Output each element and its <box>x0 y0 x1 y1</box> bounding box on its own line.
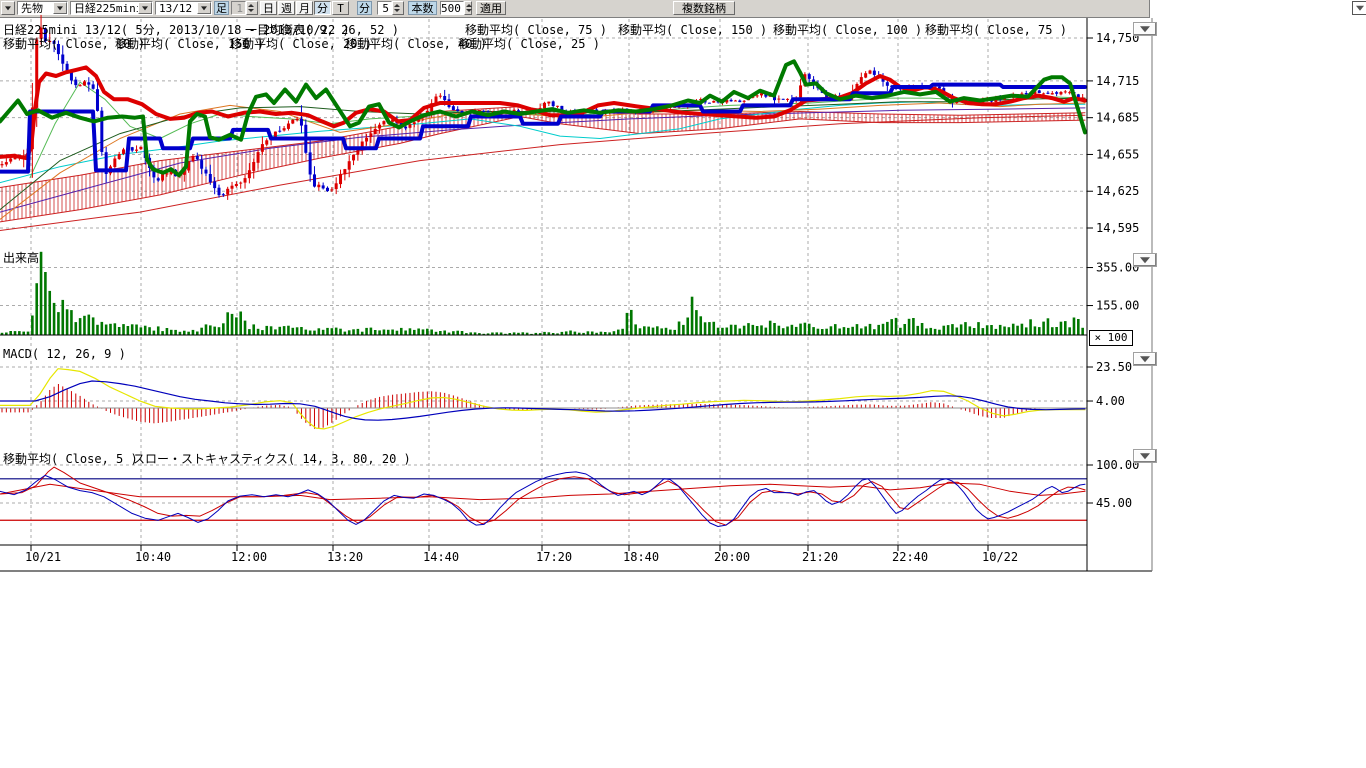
x-axis-label: 20:00 <box>714 550 750 564</box>
y-axis-label: 14,655 <box>1096 148 1139 162</box>
bar-count-spinner[interactable]: 500 <box>440 1 472 15</box>
minute-unit-label: 分 <box>357 1 372 15</box>
bar-interval-value: 1 <box>231 1 246 15</box>
y-axis-label: 355.00 <box>1096 261 1139 275</box>
chevron-down-icon[interactable] <box>138 2 152 14</box>
legend-item: 移動平均( Close, 25 ) <box>458 37 600 51</box>
contract-month-combo[interactable]: 13/12 <box>155 1 212 15</box>
legend-item: 移動平均( Close, 100 ) <box>773 23 923 37</box>
x-axis-label: 10:40 <box>135 550 171 564</box>
macd-histogram <box>1 384 1084 429</box>
chart-canvas[interactable]: 10/21 10:40 12:00 13:20 14:40 17:20 18:40 20:00… <box>0 0 1366 600</box>
x-axis-label: 18:40 <box>623 550 659 564</box>
period-minute-button[interactable]: 分 <box>314 1 331 15</box>
stoch-panel-menu-button[interactable] <box>1133 449 1157 463</box>
minute-value-spinner[interactable]: 5 <box>377 1 404 15</box>
y-axis-label: 45.00 <box>1096 496 1132 510</box>
period-tick-button[interactable]: T <box>332 1 349 15</box>
x-axis-label: 22:40 <box>892 550 928 564</box>
stoch-ma-title: 移動平均( Close, 5 ) <box>3 452 138 466</box>
market-combo-value: 先物 <box>21 2 43 14</box>
axes <box>0 18 1153 572</box>
y-axis-labels: 14,750 14,715 14,685 14,655 14,625 14,595 355.… <box>1087 31 1139 510</box>
chevron-down-icon <box>1140 26 1150 33</box>
volume-panel-menu-button[interactable] <box>1133 253 1157 267</box>
legend-item: 一目均衡表( 9, 26, 52 ) <box>245 23 399 37</box>
y-axis-label: 14,715 <box>1096 74 1139 88</box>
legend-item: 移動平均( Close, 75 ) <box>465 23 607 37</box>
x-axis-label: 10/22 <box>982 550 1018 564</box>
symbol-combo-value: 日経225mini <box>74 2 138 14</box>
volume-bars <box>0 251 1084 335</box>
y-axis-label: 155.00 <box>1096 299 1139 313</box>
chevron-down-icon <box>1355 5 1364 11</box>
y-axis-label: 100.00 <box>1096 458 1139 472</box>
chevron-down-icon <box>1140 356 1150 363</box>
period-day-button[interactable]: 日 <box>260 1 277 15</box>
period-week-button[interactable]: 週 <box>278 1 295 15</box>
minute-value: 5 <box>377 1 392 15</box>
spinner-icon[interactable] <box>246 1 258 15</box>
macd-panel-menu-button[interactable] <box>1133 352 1157 366</box>
multi-symbol-button[interactable]: 複数銘柄 <box>673 1 735 15</box>
legend-item: 日経225mini 13/12( 5分, 2013/10/18 - 2013/1… <box>3 23 350 37</box>
bar-count-value: 500 <box>440 1 464 15</box>
bar-interval-spinner[interactable]: 1 <box>231 1 258 15</box>
legend-item: 移動平均( Close, 75 ) <box>925 23 1067 37</box>
market-combo[interactable]: 先物 <box>17 1 68 15</box>
macd-panel-title: MACD( 12, 26, 9 ) <box>3 347 126 361</box>
y-axis-label: 14,685 <box>1096 111 1139 125</box>
x-axis-label: 17:20 <box>536 550 572 564</box>
price-panel-menu-button[interactable] <box>1133 22 1157 36</box>
stoch-panel-title: スロー・ストキャスティクス( 14, 3, 80, 20 ) <box>133 452 411 466</box>
stochastics-lines <box>0 466 1087 527</box>
chevron-down-icon <box>1140 257 1150 264</box>
bar-type-label: 足 <box>214 1 229 15</box>
spinner-icon[interactable] <box>392 1 404 15</box>
hidden-combo-arrow-button[interactable] <box>1 1 15 15</box>
legend-row-1: 日経225mini 13/12( 5分, 2013/10/18 - 2013/1… <box>0 21 1085 37</box>
volume-multiplier-badge: × 100 <box>1089 330 1133 346</box>
x-axis-label: 21:20 <box>802 550 838 564</box>
y-axis-label: 14,595 <box>1096 221 1139 235</box>
x-axis-label: 10/21 <box>25 550 61 564</box>
symbol-combo[interactable]: 日経225mini <box>70 1 153 15</box>
window-combo-arrow-button[interactable] <box>1352 1 1366 15</box>
legend-item: 移動平均( Close, 40 ) <box>345 37 487 51</box>
y-axis-label: 23.50 <box>1096 360 1132 374</box>
chevron-down-icon[interactable] <box>197 2 211 14</box>
x-axis-labels: 10/21 10:40 12:00 13:20 14:40 17:20 18:40 20:00… <box>25 545 1018 564</box>
toolbar: 先物 日経225mini 13/12 足 1 日 週 月 分 T 分 5 本数 … <box>0 0 1150 18</box>
x-axis-label: 13:20 <box>327 550 363 564</box>
chevron-down-icon <box>5 6 11 11</box>
x-axis-label: 12:00 <box>231 550 267 564</box>
bar-count-label: 本数 <box>408 1 437 15</box>
legend-item: 移動平均( Close, 10 ) <box>3 37 145 51</box>
contract-month-combo-value: 13/12 <box>159 2 193 14</box>
chevron-down-icon[interactable] <box>53 2 67 14</box>
legend-row-2: 移動平均( Close, 10 ) 移動平均( Close, 150 ) 移動平均(… <box>0 35 1085 51</box>
x-axis-label: 14:40 <box>423 550 459 564</box>
legend-item: 移動平均( Close, 150 ) <box>618 23 768 37</box>
legend-item: 移動平均( Close, 20 ) <box>230 37 372 51</box>
volume-panel-title: 出来高 <box>3 251 40 265</box>
legend-item: 移動平均( Close, 150 ) <box>115 37 265 51</box>
y-axis-label: 14,750 <box>1096 31 1139 45</box>
spinner-icon[interactable] <box>463 1 472 15</box>
macd-lines <box>0 368 1087 430</box>
y-axis-label: 14,625 <box>1096 184 1139 198</box>
period-month-button[interactable]: 月 <box>296 1 313 15</box>
chevron-down-icon <box>1140 453 1150 460</box>
apply-button[interactable]: 適用 <box>476 1 506 15</box>
y-axis-label: 4.00 <box>1096 394 1125 408</box>
ichimoku-thick-lines <box>0 59 1087 178</box>
